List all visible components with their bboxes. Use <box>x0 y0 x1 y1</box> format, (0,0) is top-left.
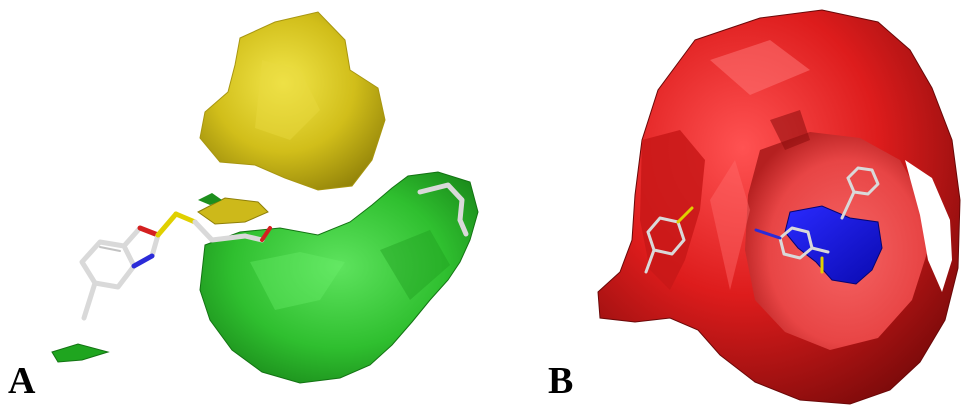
panel-a-label: A <box>8 360 36 402</box>
panel-b-render <box>597 9 961 405</box>
yellow-contour-large <box>199 11 386 191</box>
ligand-molecule-a <box>79 182 469 321</box>
surface-shade-spike <box>770 110 810 150</box>
surface-highlight-top <box>710 40 810 95</box>
blue-contour <box>784 205 883 285</box>
green-contour-small-top <box>198 193 222 205</box>
panel-a-render <box>51 11 479 384</box>
green-contour-small-bottom <box>51 343 110 363</box>
surface-opening <box>905 160 952 292</box>
panel-a: A <box>8 11 479 402</box>
panel-b-label: B <box>548 360 574 402</box>
green-contour-shade <box>380 230 450 300</box>
yellow-contour-small <box>197 197 269 225</box>
yellow-contour-highlight <box>255 60 320 140</box>
panel-b: B <box>548 0 963 406</box>
green-contour-large <box>199 171 479 384</box>
surface-highlight-center <box>710 160 750 290</box>
green-contour-highlight <box>250 252 345 310</box>
ligand-molecule-b <box>644 166 880 274</box>
